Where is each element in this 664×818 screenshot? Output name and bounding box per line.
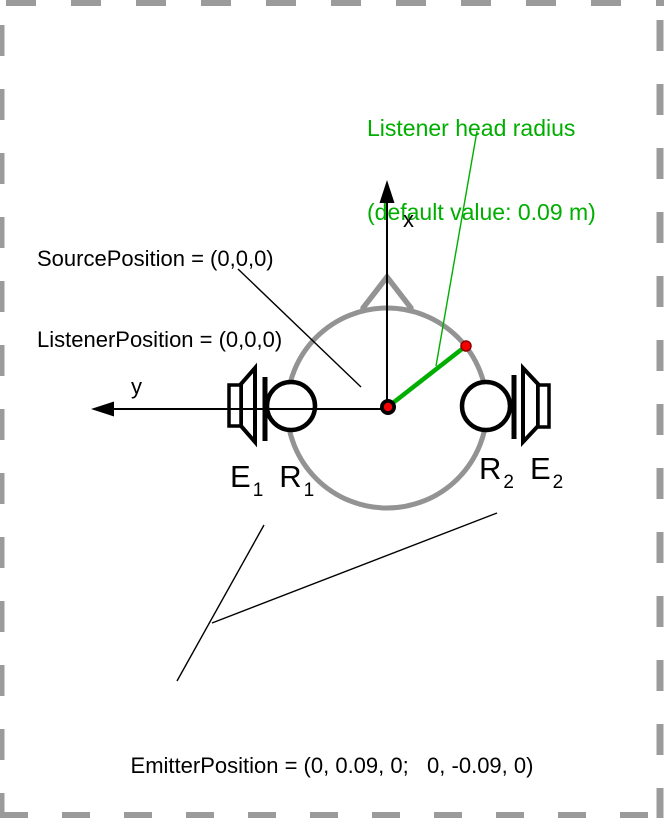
left-receiver-letter: R (279, 459, 302, 494)
right-speaker-cone (521, 362, 540, 448)
coordinate-axes (91, 180, 395, 417)
emitter-position-line: EmitterPosition = (0, 0.09, 0; 0, -0.09,… (130, 753, 534, 778)
right-receiver-circle-icon (459, 379, 513, 433)
left-label-callout-line (176, 524, 265, 682)
right-receiver-letter: R (479, 451, 502, 486)
origin-dot (383, 402, 393, 412)
emitter-receiver-position-note: EmitterPosition = (0, 0.09, 0; 0, -0.09,… (0, 691, 664, 818)
right-speaker-icon (511, 362, 551, 448)
right-receiver-subscript: 2 (503, 472, 514, 493)
source-listener-position-note: SourcePosition = (0,0,0) ListenerPositio… (37, 191, 282, 407)
left-emitter-letter: E (230, 459, 251, 494)
source-position-callout-line (237, 268, 362, 388)
left-speaker-icon (227, 362, 268, 448)
head-radius-callout-line (435, 130, 478, 367)
right-label-callout-line (211, 512, 498, 624)
right-emitter-letter: E (529, 451, 551, 486)
head-radius-note-line2: (default value: 0.09 m) (367, 199, 596, 225)
left-receiver-circle-icon (264, 379, 318, 433)
head-radius-note-line1: Listener head radius (367, 115, 576, 141)
left-receiver-subscript: 1 (303, 480, 315, 501)
head-radius-line (387, 347, 464, 408)
y-axis-label: y (131, 374, 142, 399)
right-speaker-driver (536, 383, 551, 429)
x-axis-label: x (403, 207, 414, 232)
x-axis-arrowhead-icon (379, 180, 395, 203)
head-radius-note: Listener head radius (default value: 0.0… (367, 58, 596, 282)
right-emitter-subscript: 2 (552, 472, 564, 493)
y-axis-arrowhead-icon (91, 401, 114, 417)
source-position-line: SourcePosition = (0,0,0) (37, 246, 274, 271)
listener-position-line: ListenerPosition = (0,0,0) (37, 327, 283, 352)
left-emitter-subscript: 1 (252, 480, 264, 501)
left-speaker-driver (227, 383, 243, 428)
radius-endpoint-dot (460, 340, 472, 352)
